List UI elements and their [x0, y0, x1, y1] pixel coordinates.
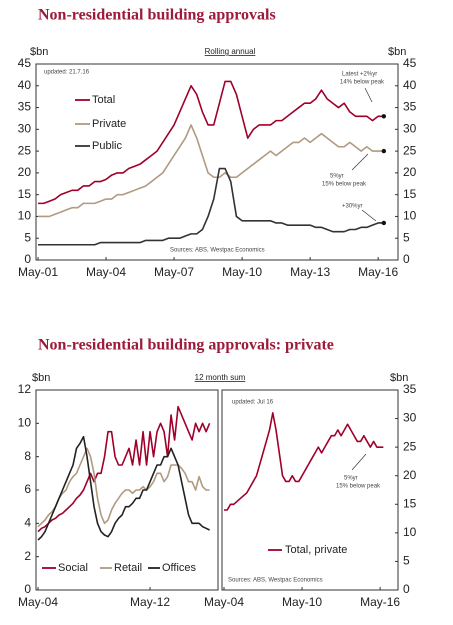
y2-tick-label: 30 [403, 411, 417, 425]
y-tick-label: 2 [24, 549, 31, 563]
series-line [224, 412, 384, 511]
annotation-leader [351, 153, 369, 171]
y-tick-label: 8 [24, 449, 31, 463]
legend-label: Retail [114, 562, 142, 574]
x-tick-label: May-04 [18, 595, 58, 609]
y-tick-label: 6 [24, 482, 31, 496]
y2-tick-label: 40 [403, 78, 417, 92]
y2-axis-label: $bn [390, 372, 408, 384]
y2-tick-label: 35 [403, 382, 417, 396]
end-point [381, 220, 387, 226]
y-tick-label: 10 [18, 416, 32, 430]
y2-tick-label: 25 [403, 143, 417, 157]
y2-tick-label: 30 [403, 122, 417, 136]
x-tick-label: May-16 [358, 265, 398, 279]
x-tick-label: May-04 [86, 265, 126, 279]
series-line [38, 124, 384, 218]
legend-label: Total [92, 94, 115, 106]
y2-tick-label: 25 [403, 439, 417, 453]
annotation: 15% below peak [322, 182, 367, 188]
annotation: 5%yr [330, 174, 344, 180]
legend-label: Public [92, 140, 122, 152]
y-tick-label: 20 [18, 165, 32, 179]
end-point [381, 148, 387, 154]
y-tick-label: 0 [24, 252, 31, 266]
y-tick-label: 0 [24, 582, 31, 596]
annotation: Latest +2%yr [342, 72, 377, 78]
y2-tick-label: 5 [403, 230, 410, 244]
y-tick-label: 15 [18, 187, 32, 201]
y2-tick-label: 10 [403, 209, 417, 223]
chart-subtitle: 12 month sum [195, 373, 246, 382]
y2-tick-label: 20 [403, 165, 417, 179]
y-tick-label: 25 [18, 143, 32, 157]
chart-subtitle: Rolling annual [205, 47, 256, 56]
series-line [37, 405, 211, 533]
legend-label: Private [92, 118, 126, 130]
series-line [37, 447, 210, 528]
x-tick-label: May-10 [282, 595, 322, 609]
annotation: 14% below peak [340, 80, 385, 86]
y2-tick-label: 0 [403, 252, 410, 266]
annotation-leader [364, 87, 373, 103]
legend-label: Offices [162, 562, 197, 574]
y2-tick-label: 35 [403, 100, 417, 114]
y2-tick-label: 45 [403, 56, 417, 70]
y-tick-label: 30 [18, 122, 32, 136]
x-tick-label: May-12 [130, 595, 170, 609]
series-line [37, 435, 210, 541]
y2-tick-label: 15 [403, 187, 417, 201]
annotation: updated: Jul 16 [232, 400, 274, 406]
y-tick-label: 5 [24, 230, 31, 244]
y-tick-label: 40 [18, 78, 32, 92]
series-line [38, 167, 384, 246]
annotation: 5%yr [344, 476, 358, 482]
annotation: Sources: ABS, Westpac Economics [228, 578, 323, 584]
legend-label: Social [58, 562, 88, 574]
y2-axis-label: $bn [388, 46, 406, 58]
x-tick-label: May-13 [290, 265, 330, 279]
annotation: updated: 21.7.16 [44, 70, 90, 76]
y-axis-label: $bn [32, 372, 50, 384]
chart-title: Non-residential building approvals: priv… [38, 337, 334, 354]
x-tick-label: May-10 [222, 265, 262, 279]
annotation-leader [351, 453, 367, 471]
x-tick-label: May-07 [154, 265, 194, 279]
chart-title: Non-residential building approvals [38, 7, 276, 24]
y-tick-label: 45 [18, 56, 32, 70]
y2-tick-label: 0 [403, 582, 410, 596]
plot-frame [35, 63, 399, 261]
annotation: 15% below peak [336, 484, 381, 490]
y-tick-label: 4 [24, 516, 31, 530]
y-tick-label: 35 [18, 100, 32, 114]
y-axis-label: $bn [30, 46, 48, 58]
x-tick-label: May-16 [360, 595, 400, 609]
annotation: +30%yr [342, 204, 363, 210]
y2-tick-label: 10 [403, 525, 417, 539]
annotation-leader [361, 209, 377, 222]
series-line [38, 80, 384, 205]
x-tick-label: May-04 [204, 595, 244, 609]
y2-tick-label: 20 [403, 468, 417, 482]
legend-label: Total, private [285, 544, 347, 556]
y2-tick-label: 15 [403, 496, 417, 510]
x-tick-label: May-01 [18, 265, 58, 279]
annotation: Sources: ABS, Westpac Economics [170, 248, 265, 254]
end-point [381, 114, 387, 119]
plot-frame [221, 389, 399, 591]
y2-tick-label: 5 [403, 554, 410, 568]
y-tick-label: 10 [18, 209, 32, 223]
y-tick-label: 12 [18, 382, 32, 396]
